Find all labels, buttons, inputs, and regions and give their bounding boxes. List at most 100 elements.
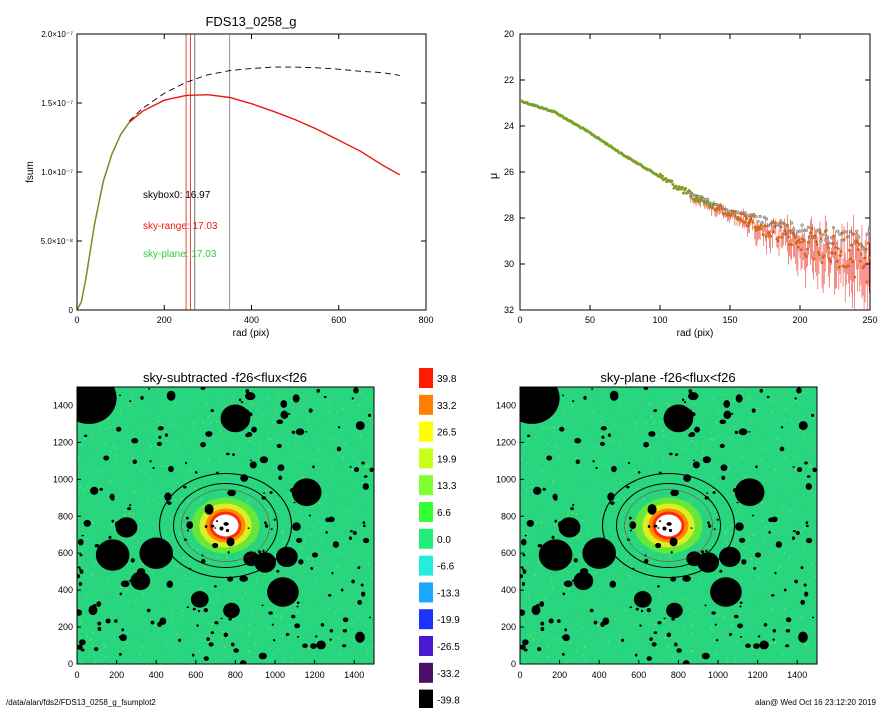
mu-point-overlay bbox=[660, 177, 663, 180]
sky-plane-speckle bbox=[631, 499, 634, 502]
sky-subtracted-star-mask bbox=[159, 617, 167, 625]
sky-subtracted-speckle bbox=[367, 580, 369, 583]
mu-point bbox=[779, 225, 783, 229]
sky-plane-speckle bbox=[563, 608, 566, 610]
sky-subtracted-star-mask bbox=[130, 558, 135, 563]
mu-point bbox=[809, 231, 812, 235]
sky-plane-bright-star-mask bbox=[666, 602, 683, 619]
sky-subtracted-speckle bbox=[352, 564, 355, 567]
sky-plane-speckle bbox=[565, 621, 567, 623]
sky-plane-y-tick-label: 1400 bbox=[496, 400, 516, 410]
sky-subtracted-star-mask bbox=[348, 536, 353, 540]
sky-subtracted-speckle bbox=[205, 606, 208, 609]
sky-subtracted-speckle bbox=[273, 486, 275, 488]
sky-plane-speckle bbox=[552, 482, 554, 485]
mu-skybox-point bbox=[831, 226, 836, 230]
sky-plane-star-mask bbox=[564, 628, 568, 632]
sky-plane-x-tick-label: 0 bbox=[517, 670, 522, 680]
sky-plane-speckle bbox=[730, 443, 733, 446]
sky-subtracted-speckle bbox=[148, 410, 151, 413]
mu-skybox-point bbox=[705, 197, 710, 201]
sky-plane-speckle bbox=[592, 479, 595, 481]
sky-subtracted-speckle bbox=[206, 496, 208, 499]
sky-subtracted-star-mask bbox=[79, 568, 82, 571]
sky-subtracted-star-mask bbox=[158, 435, 162, 440]
sky-subtracted-speckle bbox=[249, 498, 251, 501]
sky-subtracted-speckle bbox=[328, 401, 331, 403]
sky-plane-speckle bbox=[806, 624, 809, 627]
colorbar-swatch bbox=[419, 555, 433, 576]
sky-plane-speckle bbox=[675, 585, 678, 588]
sky-subtracted-speckle bbox=[152, 605, 155, 608]
fsum-x-tick-label: 0 bbox=[74, 315, 79, 325]
sky-plane-star-mask bbox=[716, 518, 719, 521]
sky-subtracted-star-mask bbox=[127, 507, 132, 511]
sky-plane-speckle bbox=[727, 436, 730, 439]
sky-plane-speckle bbox=[716, 464, 718, 467]
sky-plane-speckle bbox=[747, 538, 749, 541]
sky-subtracted-speckle bbox=[278, 510, 280, 513]
sky-plane-speckle bbox=[681, 448, 684, 451]
sky-plane-speckle bbox=[776, 491, 779, 493]
sky-plane-speckle bbox=[628, 662, 631, 664]
sky-plane-speckle bbox=[761, 466, 763, 469]
sky-subtracted-speckle bbox=[355, 556, 358, 559]
sky-plane-speckle bbox=[754, 583, 756, 586]
sky-plane-speckle bbox=[578, 463, 581, 466]
sky-plane-speckle bbox=[674, 662, 676, 664]
sky-subtracted-speckle bbox=[222, 561, 224, 563]
sky-subtracted-speckle bbox=[372, 639, 374, 641]
sky-plane-speckle bbox=[785, 497, 788, 499]
sky-subtracted-speckle bbox=[228, 655, 231, 658]
sky-plane-speckle bbox=[562, 412, 565, 415]
sky-subtracted-star-mask bbox=[231, 642, 235, 647]
sky-subtracted-speckle bbox=[320, 540, 323, 542]
sky-subtracted-speckle bbox=[331, 468, 333, 471]
sky-plane-speckle bbox=[583, 470, 585, 472]
sky-plane-speckle bbox=[594, 571, 596, 574]
colorbar-swatch bbox=[419, 636, 433, 656]
sky-subtracted-speckle bbox=[315, 577, 317, 579]
sky-plane-speckle bbox=[696, 442, 699, 445]
sky-plane-speckle bbox=[701, 441, 704, 444]
sky-subtracted-star-mask bbox=[258, 652, 267, 660]
sky-plane-star-mask bbox=[803, 583, 807, 587]
sky-subtracted-speckle bbox=[141, 607, 143, 609]
sky-plane-speckle bbox=[791, 402, 794, 405]
sky-subtracted-speckle bbox=[216, 421, 218, 423]
mu-x-ticks: 0 50 100 150 200 250 bbox=[517, 34, 878, 325]
sky-subtracted-speckle bbox=[181, 601, 184, 604]
sky-subtracted-speckle bbox=[291, 605, 294, 608]
sky-plane-speckle bbox=[774, 526, 777, 529]
sky-plane-speckle bbox=[637, 580, 640, 583]
sky-subtracted-speckle bbox=[201, 493, 203, 495]
sky-plane-star-mask bbox=[522, 568, 525, 571]
sky-subtracted-speckle bbox=[307, 558, 310, 560]
sky-plane-speckle bbox=[575, 456, 577, 459]
sky-plane-speckle bbox=[589, 506, 592, 508]
sky-plane-star-mask bbox=[646, 607, 651, 613]
sky-subtracted-speckle bbox=[111, 448, 113, 451]
sky-plane-speckle bbox=[744, 391, 746, 394]
sky-subtracted-speckle bbox=[354, 640, 356, 643]
sky-subtracted-speckle bbox=[200, 432, 202, 434]
sky-plane-star-mask bbox=[676, 648, 682, 653]
sky-subtracted-speckle bbox=[314, 472, 317, 474]
sky-plane-speckle bbox=[571, 512, 574, 514]
sky-plane-speckle bbox=[763, 479, 766, 481]
sky-subtracted-speckle bbox=[222, 637, 224, 639]
mu-skybox-point bbox=[823, 238, 827, 242]
sky-subtracted-speckle bbox=[342, 497, 345, 499]
sky-subtracted-speckle bbox=[352, 428, 355, 431]
sky-subtracted-star-mask bbox=[216, 520, 219, 523]
sky-plane-speckle bbox=[644, 552, 647, 554]
sky-subtracted-speckle bbox=[255, 483, 257, 485]
sky-plane-speckle bbox=[707, 662, 710, 664]
sky-plane-star-mask bbox=[648, 431, 656, 437]
sky-plane-speckle bbox=[647, 566, 649, 568]
sky-subtracted-speckle bbox=[181, 632, 184, 634]
sky-plane-star-mask bbox=[524, 534, 528, 537]
sky-plane-speckle bbox=[626, 598, 628, 600]
sky-plane-speckle bbox=[748, 566, 751, 569]
